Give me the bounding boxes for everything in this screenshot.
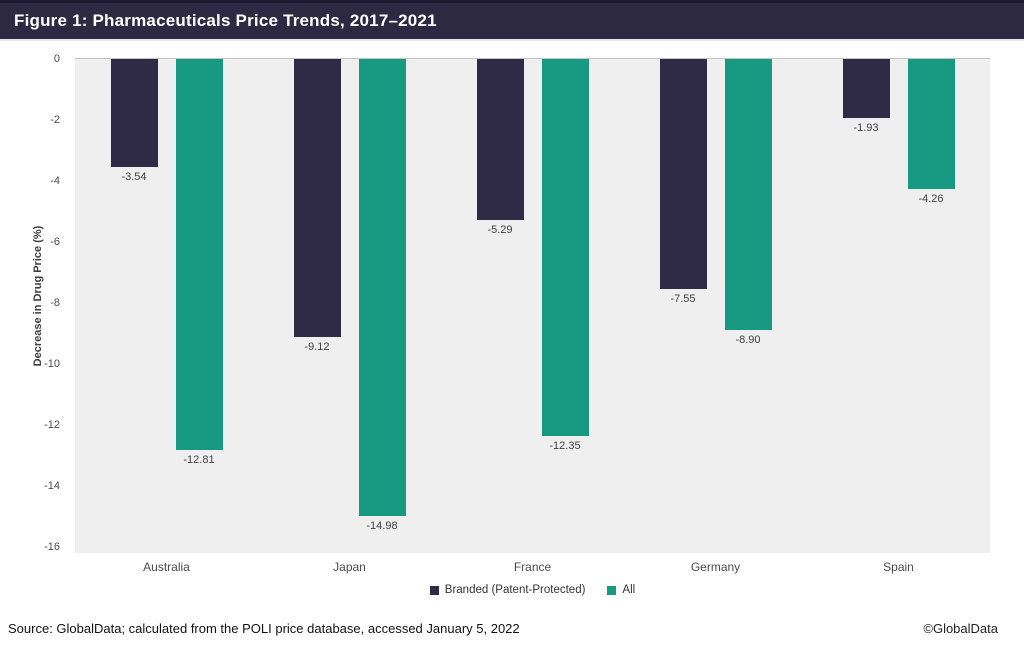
legend-item: Branded (Patent-Protected) — [429, 584, 586, 596]
bar-data-label: -12.35 — [549, 439, 581, 452]
y-tick-label: -4 — [50, 175, 60, 187]
bar-data-label: -9.12 — [304, 341, 330, 354]
bar-data-label: -3.54 — [121, 170, 147, 183]
category-label: France — [513, 560, 552, 574]
bar-wrap: -3.54 — [110, 59, 158, 183]
bar-wrap: -1.93 — [842, 59, 890, 134]
category-label: Japan — [333, 560, 366, 574]
bar — [110, 59, 158, 167]
bar-group: -5.29 -12.35 — [441, 59, 624, 547]
bar-group: -9.12 -14.98 — [258, 59, 441, 547]
y-tick-label: -16 — [44, 541, 60, 553]
y-tick-label: -12 — [44, 419, 60, 431]
y-tick-label: -8 — [50, 297, 60, 309]
source-note: Source: GlobalData; calculated from the … — [8, 621, 520, 636]
bar — [175, 59, 223, 450]
bar-wrap: -8.90 — [724, 59, 772, 347]
bar — [358, 59, 406, 516]
bar-wrap: -14.98 — [358, 59, 406, 532]
zero-gridline — [75, 58, 990, 59]
bar-groups: -3.54 -12.81 -9.12 -14.98 -5.29 -12.35 -7.55 -8… — [75, 59, 990, 547]
bar-data-label: -12.81 — [183, 453, 215, 466]
bar — [293, 59, 341, 338]
legend-label: Branded (Patent-Protected) — [444, 584, 586, 596]
bar-data-label: -8.90 — [735, 334, 761, 347]
bar-wrap: -5.29 — [476, 59, 524, 237]
bar — [842, 59, 890, 118]
x-axis-category-labels: Australia Japan France Germany Spain — [75, 560, 990, 574]
bar-group: -1.93 -4.26 — [807, 59, 990, 547]
bar-group: -7.55 -8.90 — [624, 59, 807, 547]
bar-group: -3.54 -12.81 — [75, 59, 258, 547]
bar-wrap: -4.26 — [907, 59, 955, 205]
bar-data-label: -7.55 — [670, 293, 696, 306]
bar-data-label: -14.98 — [366, 519, 398, 532]
chart-legend: Branded (Patent-Protected) All — [75, 584, 990, 596]
bar — [476, 59, 524, 221]
bar — [541, 59, 589, 436]
category-label: Germany — [690, 560, 741, 574]
bar-wrap: -12.81 — [175, 59, 223, 466]
category-label: Australia — [143, 560, 190, 574]
y-axis-tick-labels: 0 -2 -4 -6 -8 -10 -12 -14 -16 — [30, 53, 68, 553]
bar-wrap: -7.55 — [659, 59, 707, 306]
figure-title-bar: Figure 1: Pharmaceuticals Price Trends, … — [0, 0, 1024, 41]
y-tick-label: -10 — [44, 358, 60, 370]
bar-data-label: -5.29 — [487, 224, 513, 237]
bar — [907, 59, 955, 189]
legend-item: All — [607, 584, 635, 596]
legend-swatch-icon — [429, 585, 439, 595]
y-tick-label: 0 — [53, 53, 60, 65]
plot-area: -3.54 -12.81 -9.12 -14.98 -5.29 -12.35 -7.55 -8… — [75, 58, 990, 553]
bar-wrap: -12.35 — [541, 59, 589, 452]
legend-swatch-icon — [607, 585, 617, 595]
y-tick-label: -14 — [44, 480, 60, 492]
bar — [724, 59, 772, 331]
y-tick-label: -2 — [50, 114, 60, 126]
copyright-note: ©GlobalData — [923, 621, 998, 636]
bar-wrap: -9.12 — [293, 59, 341, 354]
y-tick-label: -6 — [50, 236, 60, 248]
figure-title: Figure 1: Pharmaceuticals Price Trends, … — [14, 11, 437, 30]
bar-data-label: -4.26 — [918, 192, 944, 205]
figure-footer: Source: GlobalData; calculated from the … — [8, 621, 998, 636]
bar — [659, 59, 707, 290]
category-label: Spain — [883, 560, 914, 574]
legend-label: All — [622, 584, 636, 596]
bar-data-label: -1.93 — [853, 121, 879, 134]
